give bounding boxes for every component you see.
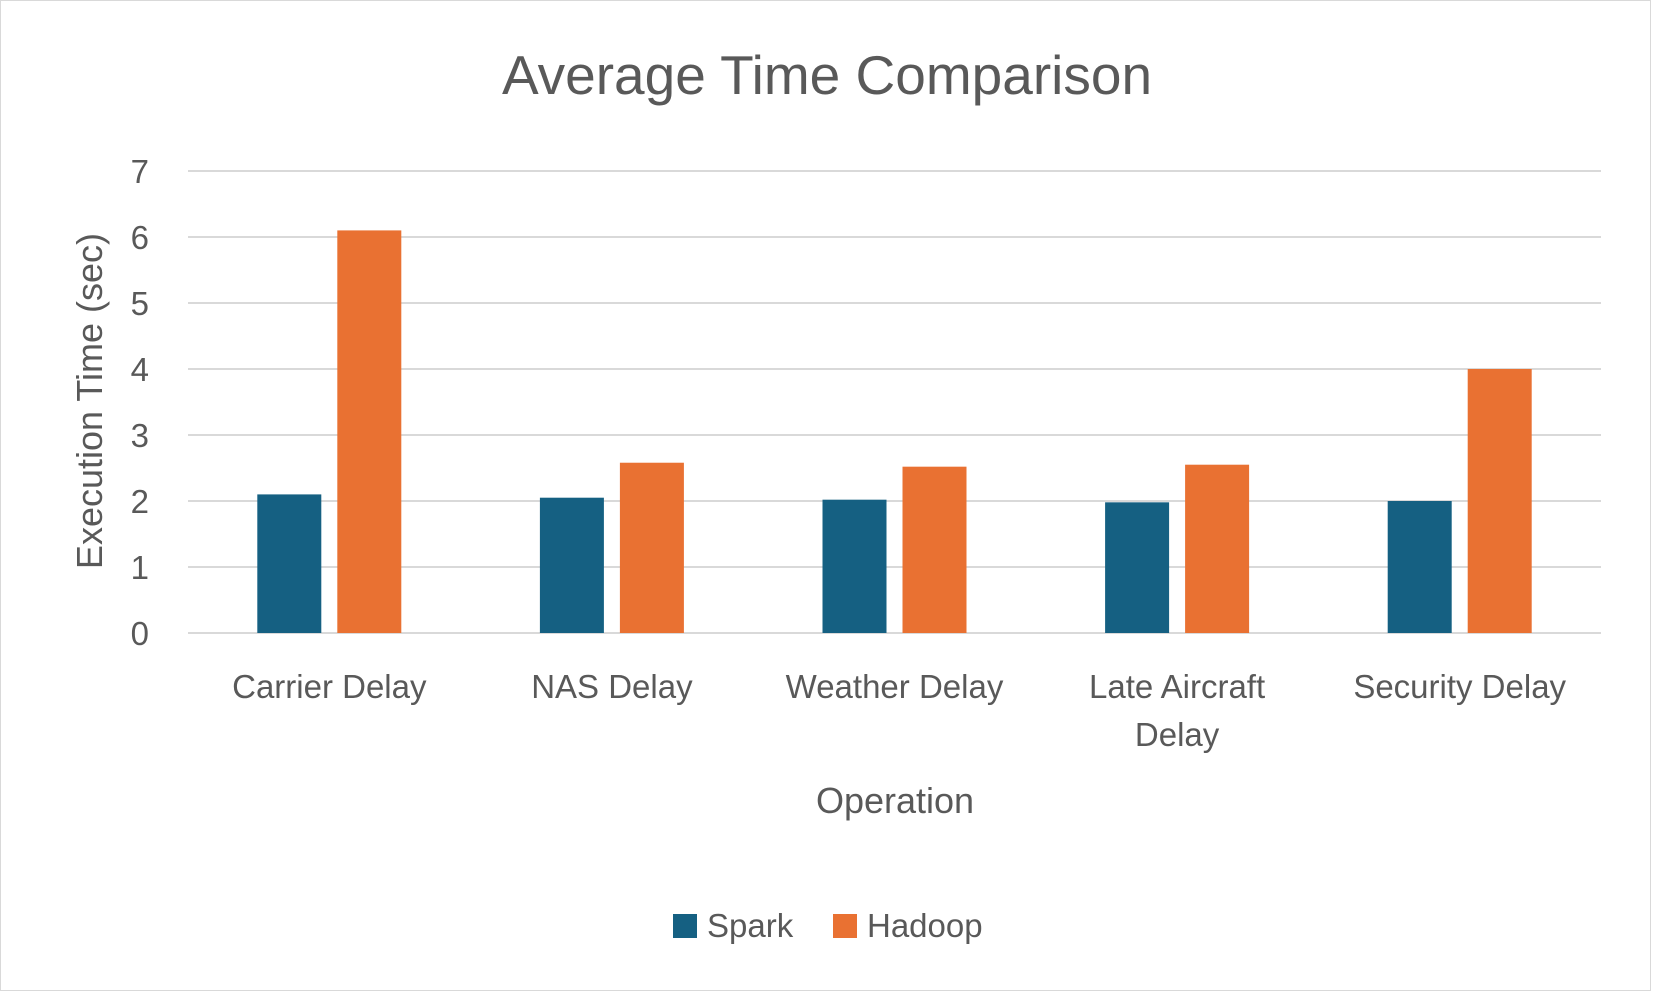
y-tick-label: 7 [131,153,149,190]
y-tick-label: 2 [131,483,149,520]
y-axis-ticks: 0 1 2 3 4 5 6 7 [131,153,149,652]
bar-hadoop-3 [1185,464,1250,633]
bar-spark-3 [1105,502,1170,633]
bar-hadoop-4 [1467,369,1532,633]
y-tick-label: 4 [131,351,149,388]
legend: Spark Hadoop [673,907,983,944]
x-tick-label: Security Delay [1353,668,1566,705]
bar-spark-2 [822,499,887,633]
y-axis-label: Execution Time (sec) [69,233,110,569]
bar-hadoop-0 [337,230,402,633]
y-tick-label: 0 [131,615,149,652]
gridlines [188,170,1601,634]
y-tick-label: 3 [131,417,149,454]
y-tick-label: 1 [131,549,149,586]
y-tick-label: 6 [131,219,149,256]
y-tick-label: 5 [131,285,149,322]
chart-title: Average Time Comparison [502,44,1152,106]
x-tick-label: Late Aircraft Delay [1089,668,1265,753]
x-tick-label: Carrier Delay [232,668,427,705]
bar-spark-0 [257,494,322,633]
x-axis-ticks: Carrier Delay NAS Delay Weather Delay Late … [232,668,1566,753]
legend-swatch-hadoop [833,914,857,938]
bar-hadoop-2 [902,466,967,633]
x-axis-label: Operation [816,780,974,821]
x-tick-label: Weather Delay [786,668,1004,705]
legend-swatch-spark [673,914,697,938]
x-tick-label: NAS Delay [531,668,693,705]
bars [257,230,1532,633]
legend-label-hadoop: Hadoop [867,907,983,944]
bar-spark-1 [539,497,604,633]
bar-spark-4 [1387,501,1452,633]
bar-hadoop-1 [619,462,684,633]
legend-label-spark: Spark [707,907,794,944]
